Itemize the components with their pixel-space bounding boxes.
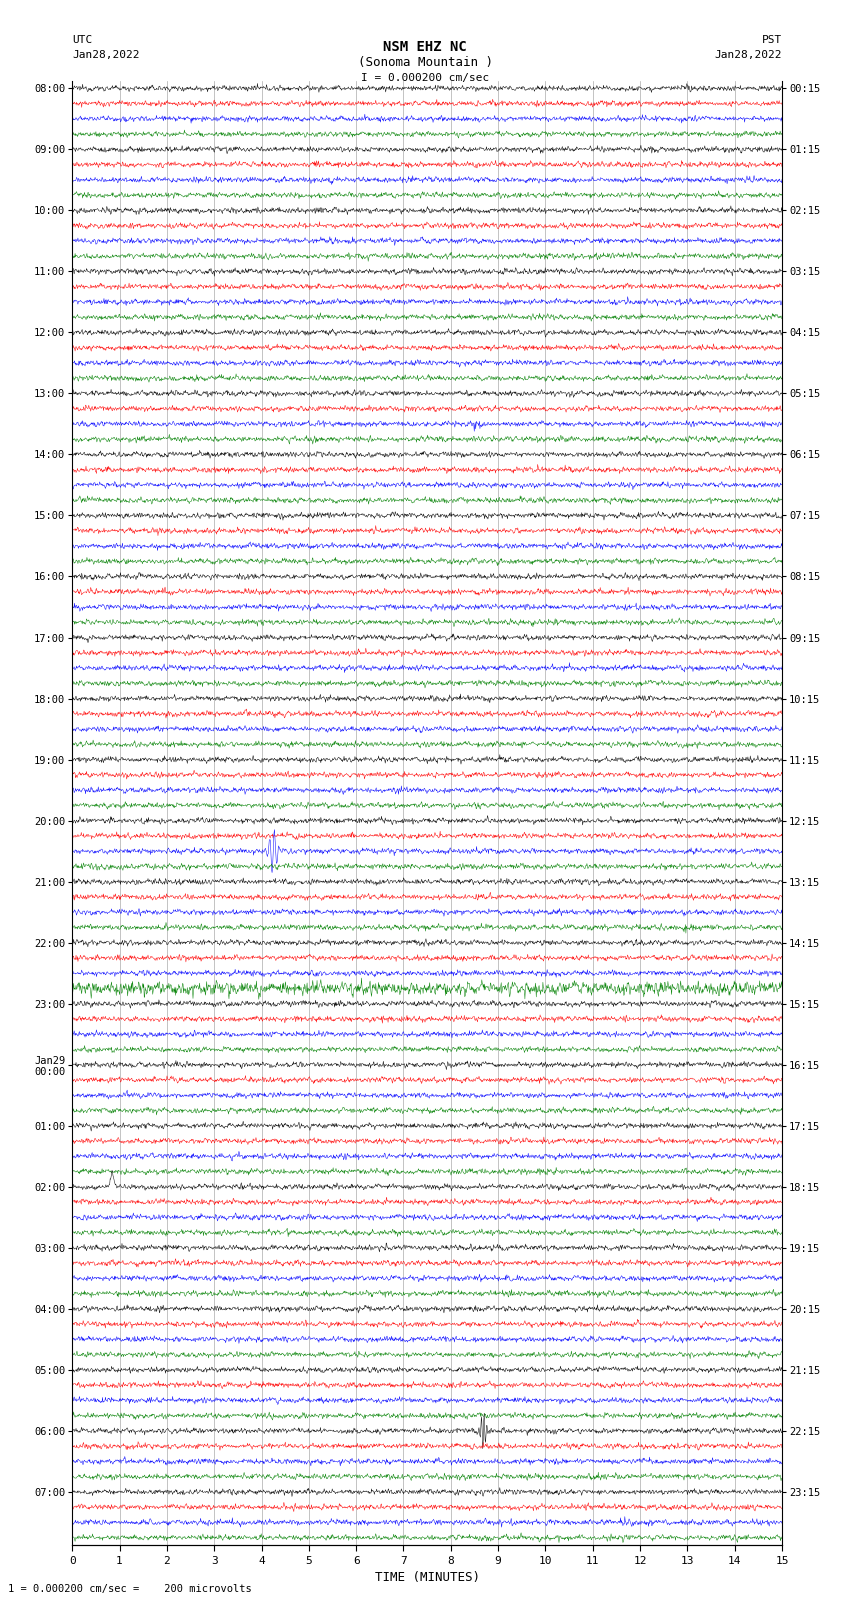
Text: NSM EHZ NC: NSM EHZ NC xyxy=(383,40,467,55)
Text: PST: PST xyxy=(762,35,782,45)
Text: Jan28,2022: Jan28,2022 xyxy=(715,50,782,60)
Text: Jan28,2022: Jan28,2022 xyxy=(72,50,139,60)
Text: UTC: UTC xyxy=(72,35,93,45)
Text: (Sonoma Mountain ): (Sonoma Mountain ) xyxy=(358,56,492,69)
X-axis label: TIME (MINUTES): TIME (MINUTES) xyxy=(375,1571,479,1584)
Text: 1 = 0.000200 cm/sec =    200 microvolts: 1 = 0.000200 cm/sec = 200 microvolts xyxy=(8,1584,252,1594)
Text: I = 0.000200 cm/sec: I = 0.000200 cm/sec xyxy=(361,73,489,82)
